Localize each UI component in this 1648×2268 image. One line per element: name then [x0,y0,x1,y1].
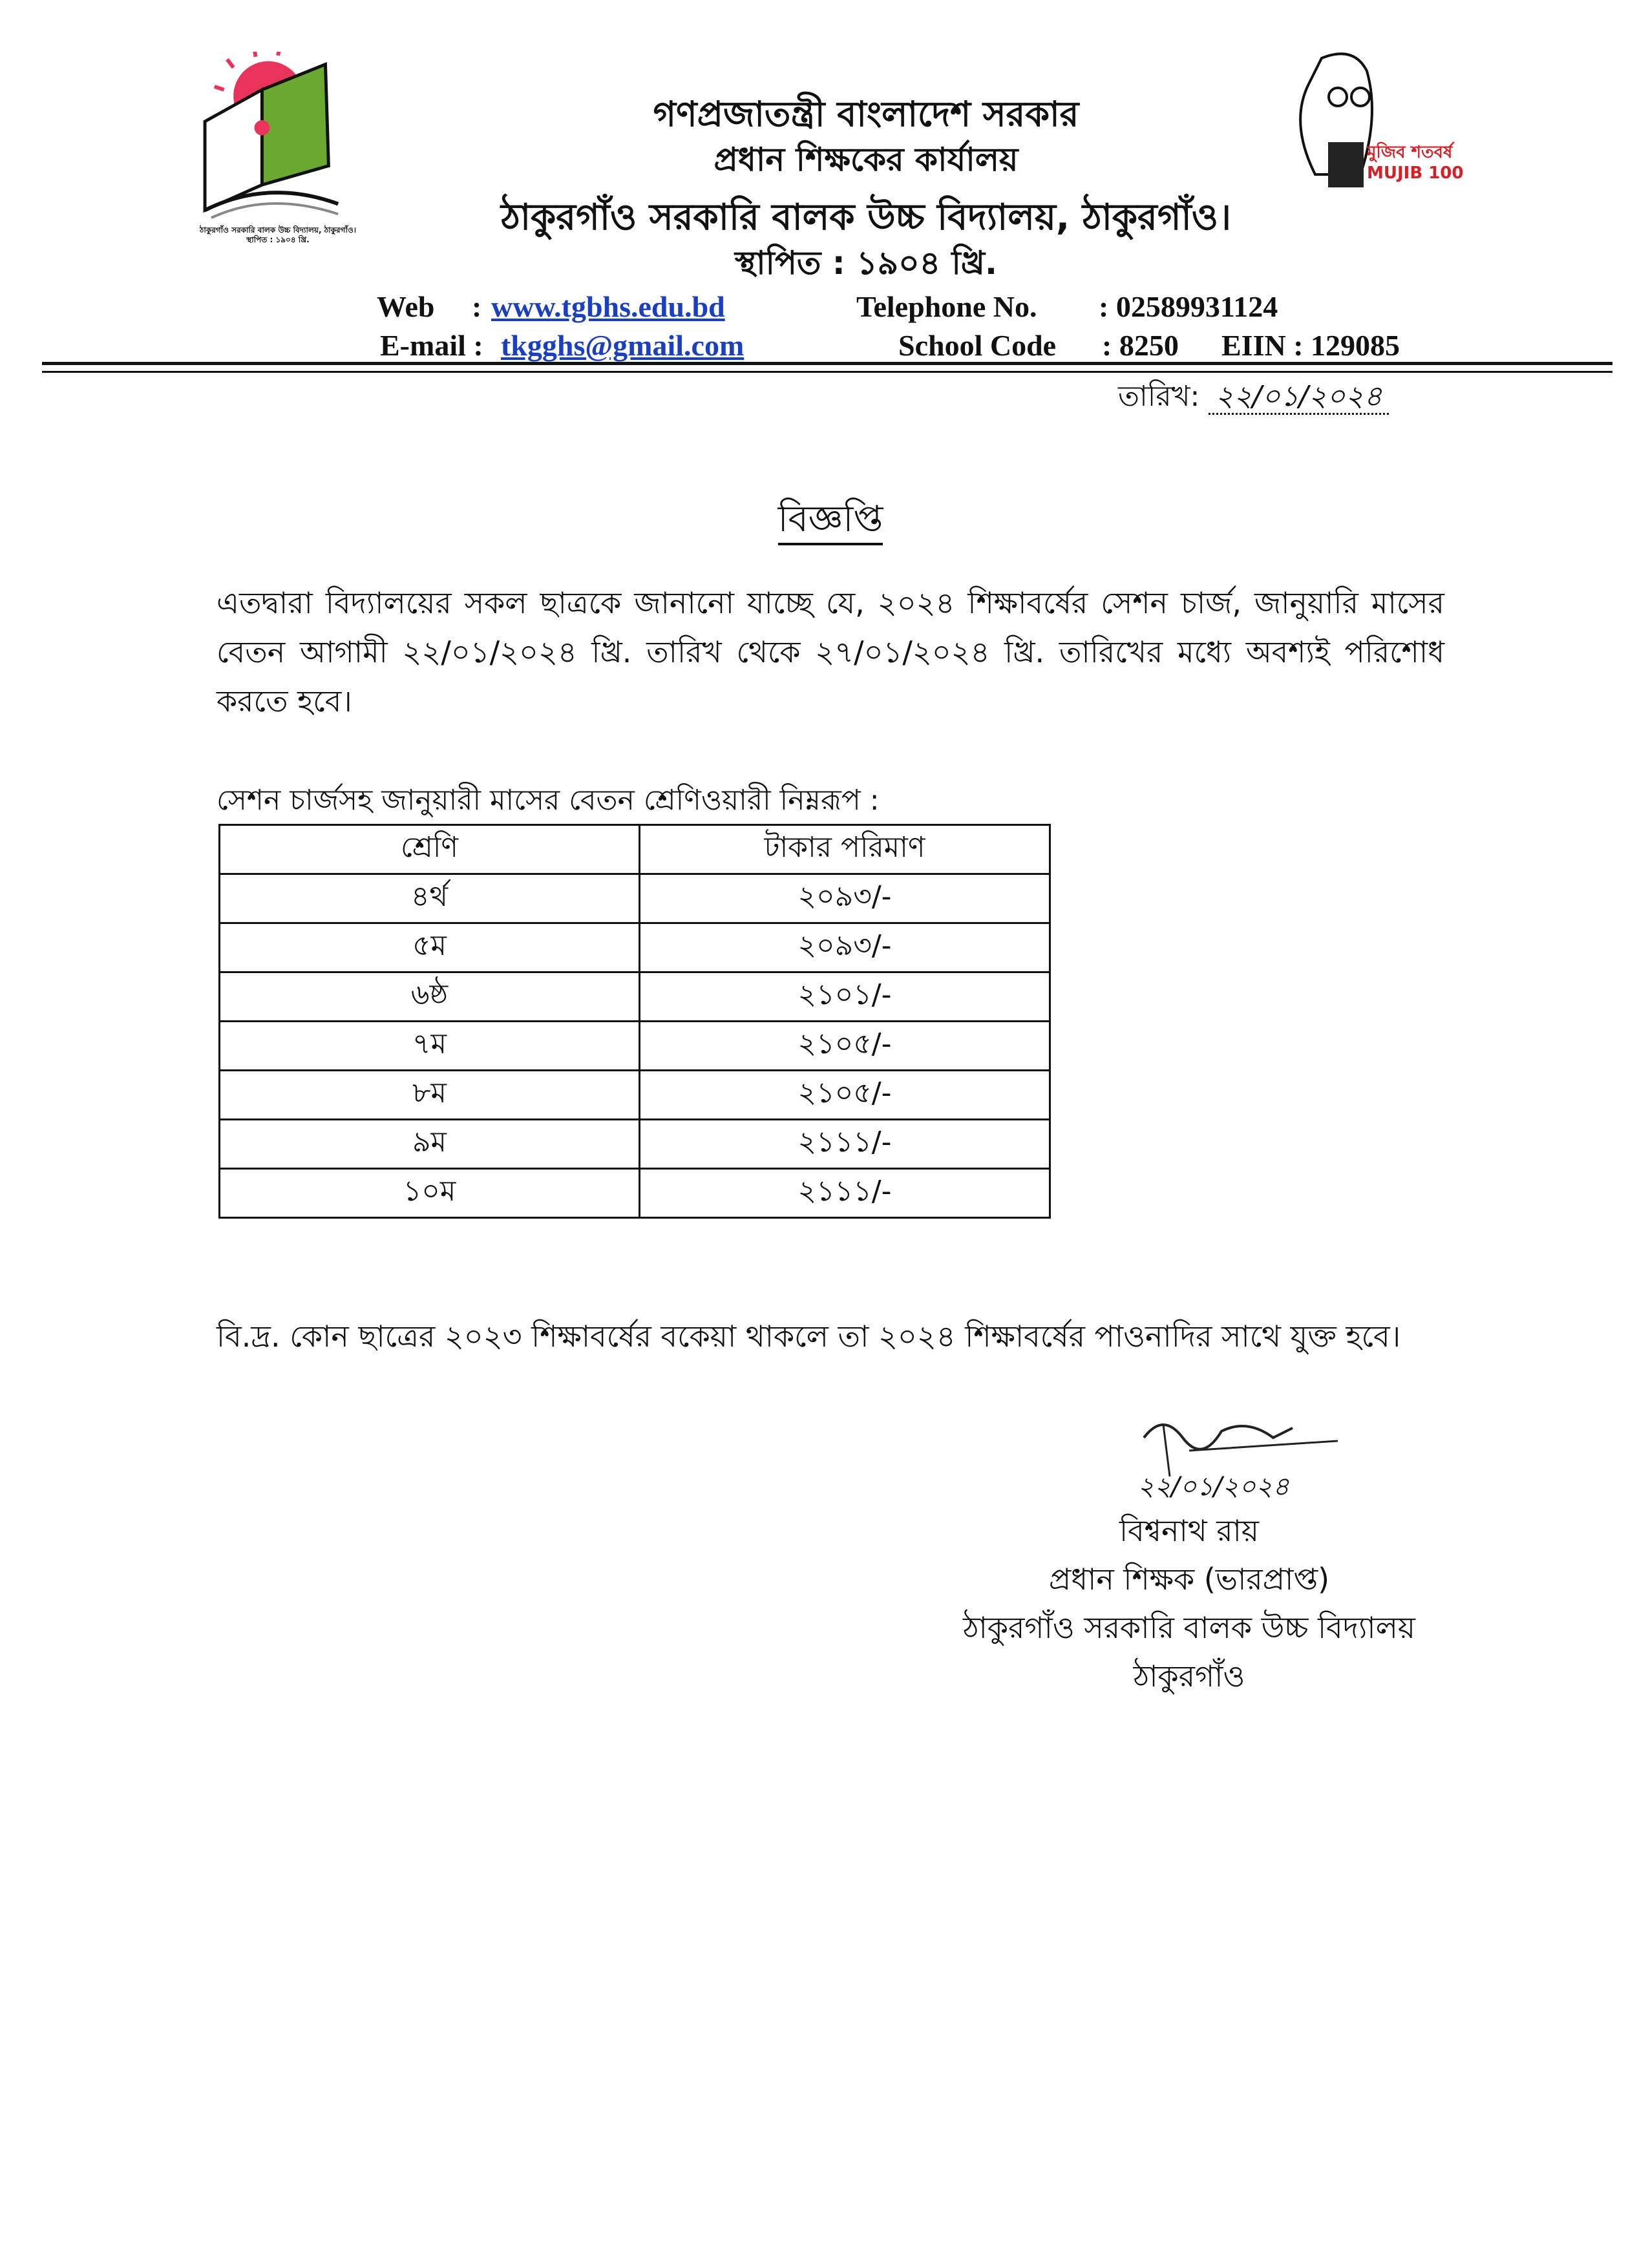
amount-cell: ২১০১/- [639,971,1051,1022]
header-class: শ্রেণি [218,824,640,875]
table-row: ১০ম ২১১১/- [218,1168,1051,1219]
amount-cell: ২১০৫/- [639,1069,1051,1120]
amount-cell: ২১১১/- [639,1118,1051,1170]
notice-body: এতদ্বারা বিদ্যালয়ের সকল ছাত্রকে জানানো … [217,585,1444,719]
header-established: স্থাপিত : ১৯০৪ খ্রি. [735,244,997,282]
amount-cell: ২১০৫/- [639,1020,1051,1071]
table-row: ৪র্থ ২০৯৩/- [218,873,1051,924]
table-row: ৯ম ২১১১/- [218,1118,1051,1170]
school-code-value: : 8250 [1102,329,1179,362]
email-link[interactable]: tkgghs@gmail.com [501,329,745,362]
date-label: তারিখ: [1118,380,1200,413]
class-cell: ১০ম [218,1168,640,1219]
header-office: প্রধান শিক্ষকের কার্যালয় [713,141,1019,178]
mujib-logo-caption: মুজিব শতবর্ষ MUJIB 100 [1367,143,1464,183]
class-cell: ৭ম [218,1020,640,1071]
telephone-value: : 02589931124 [1099,290,1278,323]
class-cell: ৯ম [218,1118,640,1170]
signatory-name: বিশ্বনাথ রায় [1119,1513,1259,1548]
note: বি.দ্র. কোন ছাত্রের ২০২৩ শিক্ষাবর্ষের বক… [217,1319,1401,1354]
school-logo: ঠাকুরগাঁও সরকারি বালক উচ্চ বিদ্যালয়, ঠা… [197,47,359,246]
amount-cell: ২০৯৩/- [639,873,1051,924]
amount-cell: ২০৯৩/- [639,922,1051,973]
header-school-name: ঠাকুরগাঁও সরকারি বালক উচ্চ বিদ্যালয়, ঠা… [500,196,1232,238]
header-amount: টাকার পরিমাণ [639,824,1051,875]
signatory-designation: প্রধান শিক্ষক (ভারপ্রাপ্ত) [1048,1562,1330,1597]
class-cell: ৮ম [218,1069,640,1120]
table-row: ৭ম ২১০৫/- [218,1020,1051,1071]
signatory-town: ঠাকুরগাঁও [1133,1659,1245,1694]
web-label: Web [377,290,435,323]
web-colon: : [472,290,482,323]
table-row: ৬ষ্ঠ ২১০১/- [218,971,1051,1022]
email-label: E-mail : [380,329,483,362]
amount-cell: ২১১১/- [639,1168,1051,1219]
table-row: ৮ম ২১০৫/- [218,1069,1051,1120]
class-cell: ৫ম [218,922,640,973]
header-divider [42,362,1612,365]
signatory-school: ঠাকুরগাঁও সরকারি বালক উচ্চ বিদ্যালয় [962,1610,1416,1645]
notice-title-wrap: বিজ্ঞপ্তি [0,491,1648,552]
school-code-label: School Code [898,329,1057,362]
signature-date: ২২/০১/২০২৪ [1137,1472,1289,1502]
eiin: EIIN : 129085 [1221,329,1400,362]
class-cell: ৬ষ্ঠ [218,971,640,1022]
date-row: তারিখ: ২২/০১/২০২৪ [1118,375,1389,422]
school-logo-caption: ঠাকুরগাঁও সরকারি বালক উচ্চ বিদ্যালয়, ঠা… [199,226,357,244]
signature: ২২/০১/২০২৪ [1125,1412,1344,1509]
mujib-100-logo: মুজিব শতবর্ষ MUJIB 100 [1283,45,1496,191]
table-caption: সেশন চার্জসহ জানুয়ারী মাসের বেতন শ্রেণি… [217,784,880,817]
date-value: ২২/০১/২০২৪ [1209,380,1389,415]
header-government: গণপ্রজাতন্ত্রী বাংলাদেশ সরকার [653,94,1079,134]
telephone-label: Telephone No. [856,290,1037,323]
notice-title: বিজ্ঞপ্তি [777,498,883,545]
table-header-row: শ্রেণি টাকার পরিমাণ [218,824,1051,875]
web-link[interactable]: www.tgbhs.edu.bd [491,290,725,323]
table-row: ৫ম ২০৯৩/- [218,922,1051,973]
class-cell: ৪র্থ [218,873,640,924]
fee-table: শ্রেণি টাকার পরিমাণ ৪র্থ ২০৯৩/- ৫ম ২০৯৩/- … [218,824,1051,1219]
header-divider-thin [42,371,1612,373]
